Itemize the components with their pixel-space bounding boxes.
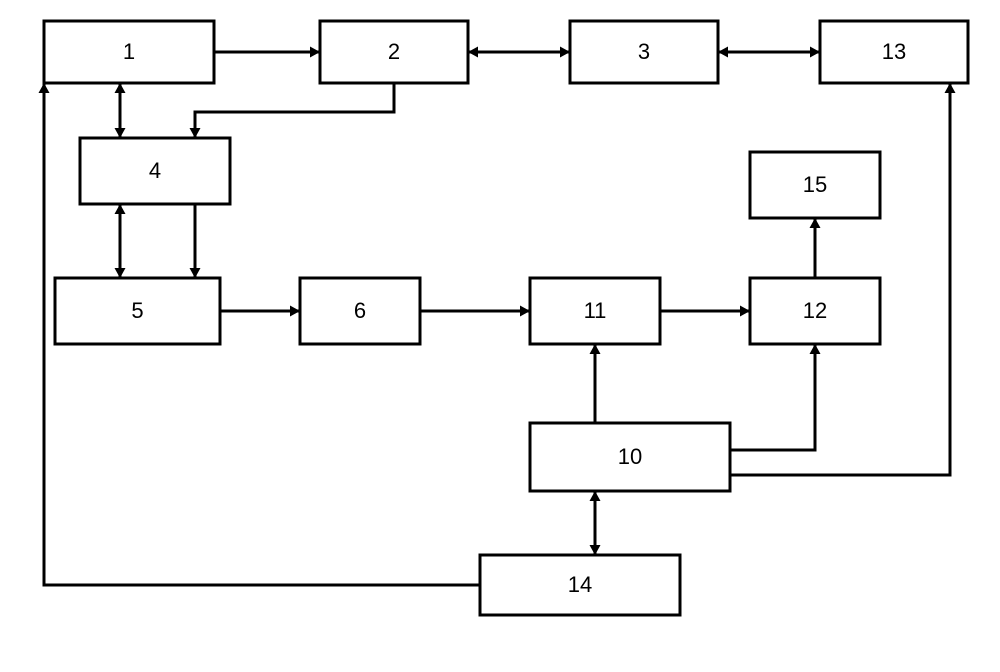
node-6: 6 bbox=[300, 278, 420, 344]
node-10: 10 bbox=[530, 423, 730, 491]
node-label: 5 bbox=[131, 298, 143, 323]
node-label: 14 bbox=[568, 572, 592, 597]
node-label: 6 bbox=[354, 298, 366, 323]
nodes-layer: 123134561112151014 bbox=[44, 21, 968, 615]
node-14: 14 bbox=[480, 555, 680, 615]
node-label: 3 bbox=[638, 39, 650, 64]
node-11: 11 bbox=[530, 278, 660, 344]
node-1: 1 bbox=[44, 21, 214, 83]
node-15: 15 bbox=[750, 152, 880, 218]
node-3: 3 bbox=[570, 21, 718, 83]
edge bbox=[195, 83, 394, 138]
node-label: 15 bbox=[803, 172, 827, 197]
node-5: 5 bbox=[55, 278, 220, 344]
node-2: 2 bbox=[320, 21, 468, 83]
edge bbox=[730, 344, 815, 450]
node-4: 4 bbox=[80, 138, 230, 204]
block-diagram: 123134561112151014 bbox=[0, 0, 1000, 672]
node-label: 2 bbox=[388, 39, 400, 64]
node-label: 11 bbox=[584, 298, 607, 323]
node-label: 1 bbox=[123, 39, 135, 64]
node-12: 12 bbox=[750, 278, 880, 344]
node-label: 13 bbox=[882, 39, 906, 64]
node-13: 13 bbox=[820, 21, 968, 83]
node-label: 4 bbox=[149, 158, 161, 183]
node-label: 10 bbox=[618, 444, 642, 469]
node-label: 12 bbox=[803, 298, 827, 323]
